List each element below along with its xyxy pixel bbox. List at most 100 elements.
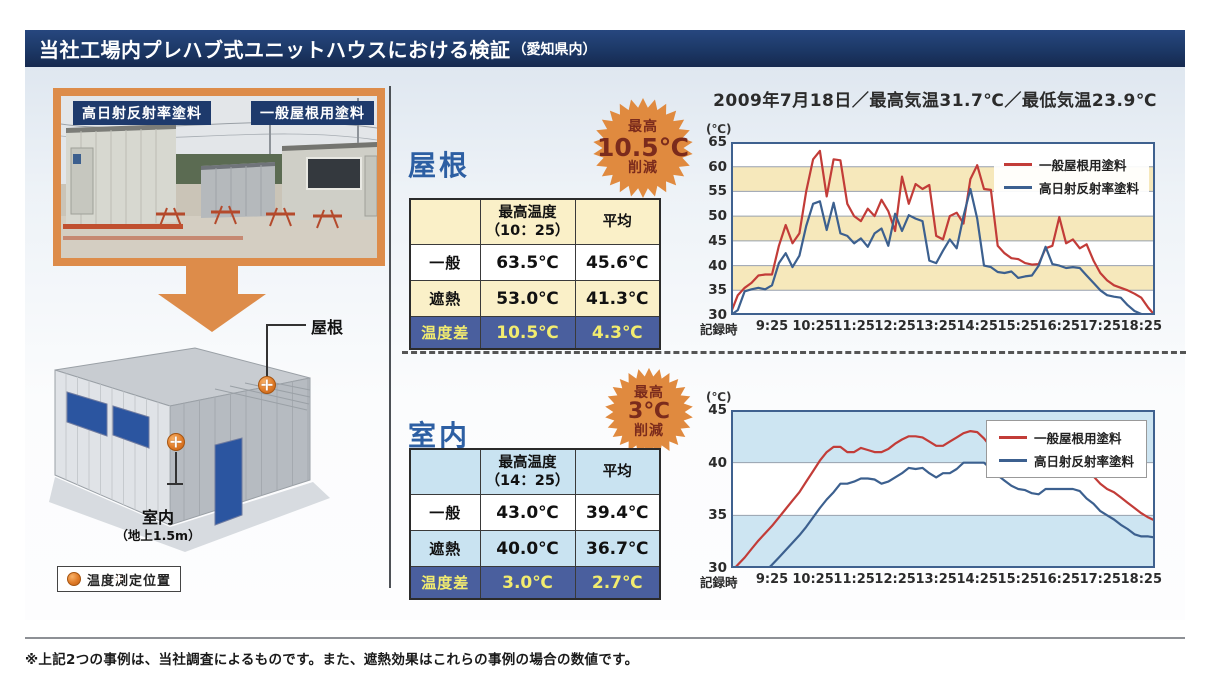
legend-entry: 一般屋根用塗料 bbox=[998, 428, 1134, 447]
roof-table-header-avg: 平均 bbox=[574, 198, 661, 245]
x-tick-label: 10:25 bbox=[792, 319, 834, 334]
x-tick-label: 18:25 bbox=[1120, 319, 1163, 334]
legend-swatch-icon bbox=[1003, 186, 1032, 189]
y-tick-label: 40 bbox=[708, 454, 727, 471]
indoor-point-sublabel: （地上1.5m） bbox=[115, 528, 201, 543]
footnote: ※上記2つの事例は、当社調査によるものです。また、遮熱効果はこれらの事例の場合の… bbox=[25, 652, 639, 668]
indoor-table-header-max: 最高温度 （14：25） bbox=[479, 448, 576, 495]
badge-value: 3℃ bbox=[628, 399, 670, 425]
indoor-table-corner bbox=[409, 448, 481, 495]
chart-legend: 一般屋根用塗料 高日射反射率塗料 bbox=[993, 150, 1149, 202]
x-tick-label: 10:25 bbox=[792, 572, 834, 587]
x-tick-label: 13:25 bbox=[915, 572, 957, 587]
x-tick-label: 9:25 bbox=[755, 572, 789, 587]
x-tick-label: 15:25 bbox=[997, 319, 1039, 334]
table-row: 一般 63.5℃ 45.6℃ bbox=[409, 244, 661, 281]
y-tick-label: 55 bbox=[708, 183, 727, 200]
x-tick-label: 17:25 bbox=[1079, 572, 1121, 587]
vertical-divider bbox=[389, 86, 391, 588]
x-tick-label: 12:25 bbox=[874, 572, 916, 587]
roof-measure-marker-icon bbox=[258, 376, 276, 394]
table-row: 遮熱 40.0℃ 36.7℃ bbox=[409, 530, 661, 567]
badge-line2: 削減 bbox=[628, 160, 658, 177]
legend-entry: 高日射反射率塗料 bbox=[1003, 178, 1139, 197]
y-tick-label: 40 bbox=[708, 257, 727, 274]
site-photo-frame: 高日射反射率塗料 一般屋根用塗料 bbox=[53, 88, 385, 266]
roof-temperature-chart: (℃) 65 60 55 50 45 40 35 30 一般屋根用塗料 高日射反射率塗料 記録時… bbox=[700, 120, 1170, 337]
legend-entry: 一般屋根用塗料 bbox=[1003, 155, 1139, 174]
legend-swatch-icon bbox=[1003, 163, 1032, 166]
marker-legend-label: 温度測定位置 bbox=[87, 573, 172, 589]
y-tick-label: 30 bbox=[708, 307, 727, 323]
y-axis-unit-label: (℃) bbox=[706, 122, 732, 136]
x-tick-label: 9:25 bbox=[755, 319, 789, 334]
indoor-table-header-avg: 平均 bbox=[574, 448, 661, 495]
down-arrow-icon bbox=[186, 264, 238, 294]
x-tick-label: 11:25 bbox=[833, 572, 875, 587]
unit-house-illustration bbox=[49, 347, 330, 552]
badge-line2: 削減 bbox=[634, 422, 664, 439]
table-row-difference: 温度差 10.5℃ 4.3℃ bbox=[409, 316, 661, 350]
charts-date-header: 2009年7月18日／最高気温31.7℃／最低気温23.9℃ bbox=[713, 91, 1157, 111]
x-tick-label: 18:25 bbox=[1120, 572, 1163, 587]
indoor-temperature-chart: (℃) 45 40 35 30 一般屋根用塗料 高日射反射率塗料 記録時 9:25 10:… bbox=[700, 386, 1170, 591]
y-tick-label: 60 bbox=[708, 158, 727, 175]
x-tick-label: 16:25 bbox=[1038, 319, 1080, 334]
legend-label: 一般屋根用塗料 bbox=[1033, 431, 1122, 446]
y-tick-label: 50 bbox=[708, 208, 727, 225]
y-tick-label: 30 bbox=[708, 560, 727, 576]
table-row: 一般 43.0℃ 39.4℃ bbox=[409, 494, 661, 531]
plot-area: 一般屋根用塗料 高日射反射率塗料 bbox=[731, 142, 1155, 315]
x-axis-label: 記録時 bbox=[700, 575, 738, 590]
photo-label-general-paint: 一般屋根用塗料 bbox=[251, 101, 374, 125]
indoor-measure-marker-icon bbox=[167, 433, 185, 451]
indoor-reduction-badge: 最高 3℃ 削減 bbox=[604, 367, 694, 457]
series-line bbox=[731, 149, 1155, 315]
page-title-suffix: （愛知県内） bbox=[512, 41, 597, 58]
table-row: 遮熱 53.0℃ 41.3℃ bbox=[409, 280, 661, 317]
table-row-difference: 温度差 3.0℃ 2.7℃ bbox=[409, 566, 661, 600]
roof-point-label: 屋根 bbox=[311, 318, 344, 337]
x-axis-label: 記録時 bbox=[700, 322, 738, 337]
x-tick-label: 17:25 bbox=[1079, 319, 1121, 334]
roof-callout-line bbox=[266, 324, 306, 326]
indoor-callout-line bbox=[167, 483, 183, 485]
roof-reduction-badge: 最高 10.5℃ 削減 bbox=[592, 97, 694, 199]
measure-marker-icon bbox=[67, 572, 81, 586]
y-tick-label: 45 bbox=[708, 402, 727, 418]
x-tick-label: 12:25 bbox=[874, 319, 916, 334]
y-axis-unit-label: (℃) bbox=[706, 390, 732, 404]
page-title: 当社工場内プレハブ式ユニットハウスにおける検証 bbox=[39, 38, 511, 62]
chart-legend: 一般屋根用塗料 高日射反射率塗料 bbox=[985, 420, 1147, 478]
section-title-indoor: 室内 bbox=[408, 419, 471, 452]
indoor-table: 最高温度 （14：25） 平均 一般 43.0℃ 39.4℃ 遮熱 40.0℃ … bbox=[409, 448, 661, 600]
series-line bbox=[731, 187, 1153, 315]
section-title-roof: 屋根 bbox=[408, 149, 471, 182]
down-arrow-head-icon bbox=[158, 294, 266, 332]
roof-table: 最高温度 （10：25） 平均 一般 63.5℃ 45.6℃ 遮熱 53.0℃ … bbox=[409, 198, 661, 350]
x-tick-label: 11:25 bbox=[833, 319, 875, 334]
legend-label: 一般屋根用塗料 bbox=[1038, 158, 1127, 173]
roof-table-corner bbox=[409, 198, 481, 245]
y-tick-label: 45 bbox=[708, 232, 727, 249]
legend-swatch-icon bbox=[998, 459, 1027, 462]
badge-line1: 最高 bbox=[634, 384, 664, 401]
legend-entry: 高日射反射率塗料 bbox=[998, 451, 1134, 470]
indoor-point-label: 室内 bbox=[141, 508, 174, 527]
footnote-rule bbox=[25, 637, 1185, 639]
indoor-callout-line bbox=[175, 452, 177, 484]
series-line bbox=[766, 461, 1155, 568]
roof-table-header-max: 最高温度 （10：25） bbox=[479, 198, 576, 245]
marker-legend: 温度測定位置 bbox=[57, 566, 182, 592]
roof-callout-line bbox=[266, 324, 268, 385]
y-tick-label: 35 bbox=[708, 507, 727, 524]
legend-label: 高日射反射率塗料 bbox=[1038, 181, 1139, 196]
legend-label: 高日射反射率塗料 bbox=[1033, 454, 1134, 469]
x-tick-label: 15:25 bbox=[997, 572, 1039, 587]
badge-line1: 最高 bbox=[628, 119, 658, 136]
page-header-bar: 当社工場内プレハブ式ユニットハウスにおける検証 （愛知県内） bbox=[25, 30, 1185, 67]
starburst-icon bbox=[593, 98, 693, 198]
badge-value: 10.5℃ bbox=[597, 132, 689, 162]
x-tick-label: 14:25 bbox=[956, 319, 998, 334]
